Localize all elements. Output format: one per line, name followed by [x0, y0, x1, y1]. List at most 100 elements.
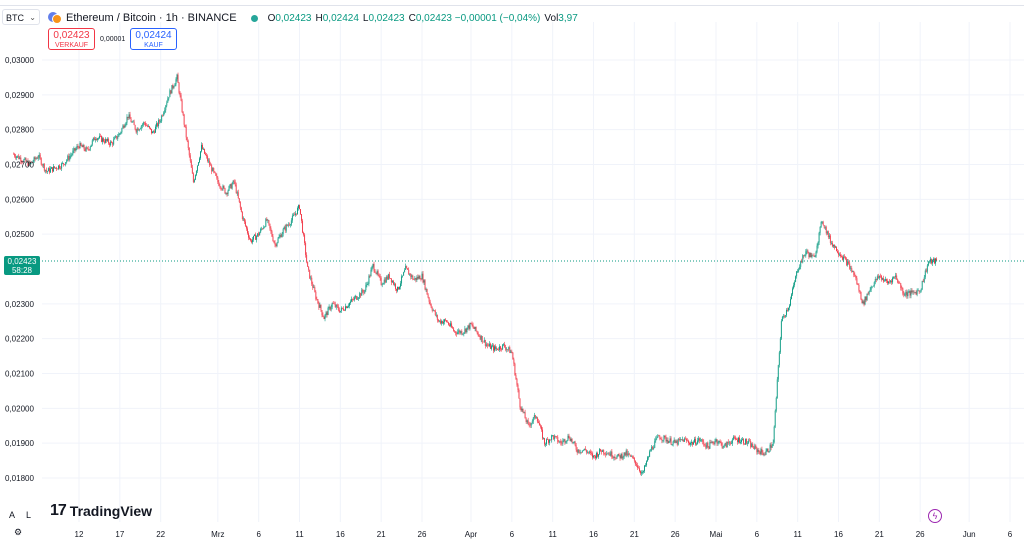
candle-body: [558, 441, 560, 443]
candle-body: [511, 351, 513, 353]
candle-body: [205, 153, 207, 155]
candle-body: [229, 184, 231, 187]
candle-body: [126, 116, 128, 123]
candle-body: [598, 454, 600, 457]
candle-body: [113, 139, 115, 145]
candle-body: [467, 325, 469, 328]
candle-body: [624, 452, 626, 456]
x-tick-label: 16: [834, 530, 843, 539]
candle-body: [267, 220, 269, 221]
candle-body: [565, 441, 567, 443]
symbol-selector[interactable]: BTC ⌄: [2, 9, 40, 25]
candle-body: [907, 292, 909, 297]
gear-icon[interactable]: ⚙: [14, 527, 23, 537]
tradingview-logo[interactable]: 17 TradingView: [50, 502, 152, 520]
candle-body: [490, 346, 492, 349]
candle-body: [454, 330, 456, 332]
candle-body: [403, 272, 405, 276]
sell-button[interactable]: 0,02423 VERKAUF: [48, 28, 95, 50]
candle-body: [246, 228, 248, 234]
auto-scale-button[interactable]: A: [9, 510, 16, 520]
candle-body: [576, 449, 578, 453]
candle-body: [924, 270, 926, 278]
candle-body: [769, 444, 771, 452]
candle-body: [695, 438, 697, 445]
candle-body: [398, 286, 399, 290]
candle-body: [572, 442, 574, 443]
candle-body: [395, 283, 396, 289]
tradingview-logo-icon: 17: [50, 502, 67, 519]
candle-body: [199, 158, 200, 163]
candle-body: [346, 306, 347, 309]
candle-body: [283, 227, 285, 230]
candle-body: [694, 438, 696, 443]
candle-body: [902, 288, 904, 294]
candle-body: [599, 449, 601, 455]
candle-body: [859, 290, 861, 292]
candle-body: [561, 443, 563, 444]
candle-body: [727, 441, 729, 444]
candle-body: [589, 451, 591, 453]
candle-body: [904, 294, 906, 296]
candle-body: [201, 144, 202, 152]
candle-body: [826, 231, 828, 234]
candle-body: [133, 121, 135, 126]
candle-body: [435, 314, 437, 316]
candle-body: [869, 289, 871, 292]
chart-title[interactable]: Ethereum / Bitcoin · 1h · BINANCE: [66, 12, 237, 24]
candle-body: [921, 280, 923, 290]
candle-body: [672, 441, 674, 445]
candle-body: [429, 301, 431, 305]
candle-body: [566, 440, 568, 442]
candle-body: [118, 133, 120, 137]
candle-body: [563, 439, 565, 441]
ohlc-close-value: 0,02423 −0,00001 (−0,04%): [415, 12, 541, 24]
candle-body: [690, 443, 691, 445]
market-open-status-icon[interactable]: [250, 14, 258, 22]
candle-body: [64, 164, 66, 165]
lightning-icon[interactable]: ϟ: [928, 509, 942, 523]
candle-body: [299, 205, 300, 209]
candle-body: [698, 438, 700, 441]
candle-body: [510, 351, 512, 353]
buy-button[interactable]: 0,02424 KAUF: [130, 28, 177, 50]
candle-body: [536, 417, 538, 422]
candle-body: [863, 301, 865, 305]
candle-body: [378, 274, 380, 276]
candle-body: [920, 289, 922, 291]
candle-body: [169, 90, 171, 98]
candle-body: [88, 149, 90, 150]
candle-body: [279, 235, 281, 237]
candle-body: [263, 226, 265, 229]
candle-body: [714, 441, 716, 444]
candle-body: [400, 283, 402, 287]
candle-body: [94, 138, 96, 141]
candle-body: [635, 464, 637, 466]
candle-body: [612, 457, 614, 458]
candle-body: [531, 421, 533, 424]
candle-body: [464, 328, 466, 333]
candle-body: [190, 160, 192, 168]
candle-body: [802, 255, 804, 263]
candle-body: [338, 309, 340, 313]
candle-body: [384, 279, 386, 283]
candle-body: [441, 321, 443, 324]
candle-body: [82, 145, 84, 148]
candle-body: [250, 238, 251, 241]
candle-body: [526, 420, 528, 422]
candle-body: [120, 132, 122, 134]
candle-body: [208, 160, 210, 162]
candle-body: [594, 455, 595, 457]
candle-body: [354, 297, 356, 300]
candle-body: [181, 100, 183, 113]
sell-price: 0,02423: [53, 30, 90, 41]
candle-body: [532, 417, 534, 422]
candle-body: [365, 285, 367, 290]
log-scale-button[interactable]: L: [26, 510, 32, 520]
candle-body: [184, 124, 186, 127]
candle-body: [249, 237, 250, 239]
candle-body: [49, 168, 51, 173]
candle-body: [310, 277, 312, 279]
candle-body: [501, 349, 503, 350]
